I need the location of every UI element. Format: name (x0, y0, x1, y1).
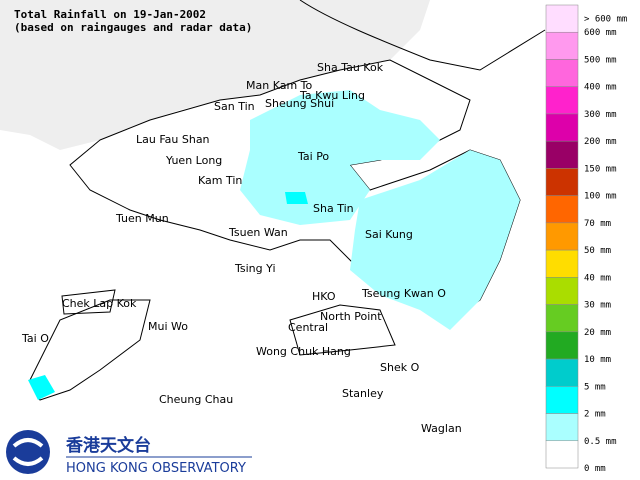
logo-mark (12, 438, 44, 466)
legend-label: 20 mm (584, 328, 611, 338)
rain-area (240, 90, 440, 225)
logo-mark (6, 430, 50, 474)
legend-swatch (545, 358, 579, 387)
place-label: Tseung Kwan O (361, 287, 446, 300)
legend-label: 2 mm (584, 410, 606, 420)
place-label: HKO (312, 290, 336, 303)
place-label: San Tin (214, 100, 255, 113)
subtitle: (based on raingauges and radar data) (14, 21, 252, 34)
legend-swatch (545, 195, 579, 224)
place-label: North Point (320, 310, 382, 323)
place-label: Sha Tin (313, 202, 354, 215)
legend-label: 500 mm (584, 55, 617, 65)
chek-lap-kok (61, 289, 116, 315)
legend-swatch (545, 277, 579, 305)
legend-label: 5 mm (584, 382, 606, 392)
legend-label: 100 mm (584, 192, 617, 202)
legend-label: 0 mm (584, 464, 606, 474)
legend-swatch (545, 140, 579, 169)
place-label: Ta Kwu Ling (299, 89, 365, 102)
place-label: Tai Po (297, 150, 329, 163)
legend-swatch (545, 413, 579, 442)
legend-label: > 600 mm (584, 14, 627, 24)
rain-area (285, 192, 308, 204)
legend-label: 300 mm (584, 110, 617, 120)
legend-swatch (545, 331, 579, 360)
legend-label: 150 mm (584, 164, 617, 174)
hk-island (289, 304, 396, 356)
logo: 香港天文台 Hong Kong Observatory (6, 430, 252, 476)
legend-swatch (545, 4, 579, 33)
legend: > 600 mm 600 mm 500 mm 400 mm 300 mm 200 mm 15… (545, 4, 627, 474)
outside-area (0, 0, 430, 150)
legend-swatch (545, 168, 579, 196)
legend-swatch (545, 86, 579, 115)
title: Total Rainfall on 19-Jan-2002 (14, 8, 206, 21)
legend-label: 50 mm (584, 246, 611, 256)
place-label: Sha Tau Kok (317, 61, 384, 74)
place-label: Wong Chuk Hang (256, 345, 351, 358)
legend-swatch (545, 31, 579, 60)
legend-swatch (545, 113, 579, 142)
place-label: Shek O (380, 361, 420, 374)
legend-label: 0.5 mm (584, 437, 617, 447)
place-label: Tsuen Wan (228, 226, 288, 239)
legend-label: 40 mm (584, 273, 611, 283)
place-label: Cheung Chau (159, 393, 233, 406)
logo-english: Hong Kong Observatory (66, 461, 246, 476)
place-label: Man Kam To (246, 79, 313, 92)
place-label: Central (288, 321, 328, 334)
place-label: Tsing Yi (234, 262, 276, 275)
legend-swatch (545, 304, 579, 333)
legend-label: 400 mm (584, 83, 617, 93)
legend-swatch (545, 249, 579, 278)
legend-swatch (545, 59, 579, 87)
logo-chinese: 香港天文台 (66, 435, 151, 456)
legend-label: 10 mm (584, 355, 611, 365)
place-label: Sai Kung (365, 228, 413, 241)
place-label: Sheung Shui (265, 97, 334, 110)
place-label: Stanley (342, 387, 384, 400)
legend-label: 600 mm (584, 28, 617, 38)
border (299, 0, 546, 71)
rain-area (28, 375, 55, 400)
place-label: Mui Wo (148, 320, 188, 333)
place-label: Lau Fau Shan (136, 133, 210, 146)
place-label: Tuen Mun (115, 212, 169, 225)
legend-swatch (545, 440, 579, 469)
place-label: Kam Tin (198, 174, 242, 187)
legend-label: 200 mm (584, 137, 617, 147)
place-label: Waglan (421, 422, 462, 435)
legend-label: 70 mm (584, 219, 611, 229)
rain-area (350, 150, 520, 330)
place-label: Tai O (21, 332, 49, 345)
place-label: Yuen Long (165, 154, 222, 167)
legend-swatch (545, 222, 579, 251)
place-labels: Sha Tau Kok Man Kam To Ta Kwu Ling San T… (21, 61, 462, 435)
place-label: Chek Lap Kok (62, 297, 137, 310)
legend-label: 30 mm (584, 301, 611, 311)
legend-swatch (545, 386, 579, 414)
